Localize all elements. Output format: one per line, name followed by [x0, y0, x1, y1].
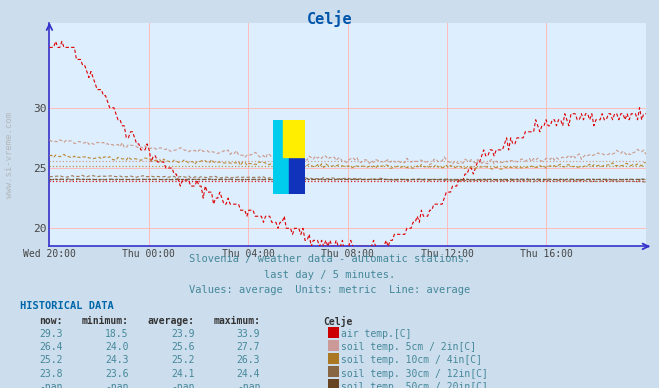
- Text: Values: average  Units: metric  Line: average: Values: average Units: metric Line: aver…: [189, 285, 470, 295]
- Text: 24.0: 24.0: [105, 342, 129, 352]
- Text: Slovenia / weather data - automatic stations.: Slovenia / weather data - automatic stat…: [189, 254, 470, 264]
- Text: Celje: Celje: [306, 10, 353, 26]
- Text: 18.5: 18.5: [105, 329, 129, 339]
- Text: 33.9: 33.9: [237, 329, 260, 339]
- Text: 27.7: 27.7: [237, 342, 260, 352]
- Text: www.si-vreme.com: www.si-vreme.com: [5, 112, 14, 198]
- Text: maximum:: maximum:: [214, 316, 260, 326]
- Text: soil temp. 5cm / 2in[C]: soil temp. 5cm / 2in[C]: [341, 342, 476, 352]
- Text: soil temp. 50cm / 20in[C]: soil temp. 50cm / 20in[C]: [341, 382, 488, 388]
- Text: 24.1: 24.1: [171, 369, 194, 379]
- Text: 26.4: 26.4: [39, 342, 63, 352]
- Text: minimum:: minimum:: [82, 316, 129, 326]
- Text: -nan: -nan: [39, 382, 63, 388]
- Text: 25.2: 25.2: [171, 355, 194, 365]
- Text: 23.8: 23.8: [39, 369, 63, 379]
- Text: soil temp. 30cm / 12in[C]: soil temp. 30cm / 12in[C]: [341, 369, 488, 379]
- Text: now:: now:: [39, 316, 63, 326]
- Text: 25.6: 25.6: [171, 342, 194, 352]
- Text: 25.2: 25.2: [39, 355, 63, 365]
- Bar: [273, 120, 289, 194]
- Text: -nan: -nan: [237, 382, 260, 388]
- Text: 24.4: 24.4: [237, 369, 260, 379]
- Text: air temp.[C]: air temp.[C]: [341, 329, 412, 339]
- Text: 26.3: 26.3: [237, 355, 260, 365]
- Text: last day / 5 minutes.: last day / 5 minutes.: [264, 270, 395, 280]
- Bar: [283, 120, 305, 157]
- Bar: [289, 120, 305, 194]
- Text: 29.3: 29.3: [39, 329, 63, 339]
- Text: 23.9: 23.9: [171, 329, 194, 339]
- Text: soil temp. 10cm / 4in[C]: soil temp. 10cm / 4in[C]: [341, 355, 482, 365]
- Text: 24.3: 24.3: [105, 355, 129, 365]
- Text: average:: average:: [148, 316, 194, 326]
- Text: HISTORICAL DATA: HISTORICAL DATA: [20, 301, 113, 311]
- Text: Celje: Celje: [323, 316, 353, 327]
- Text: -nan: -nan: [105, 382, 129, 388]
- Text: -nan: -nan: [171, 382, 194, 388]
- Text: 23.6: 23.6: [105, 369, 129, 379]
